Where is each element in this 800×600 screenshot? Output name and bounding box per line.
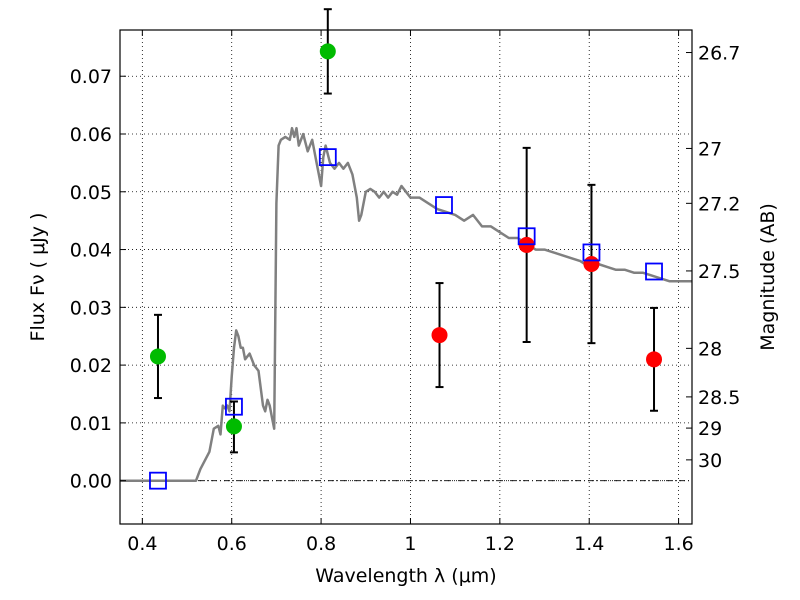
data-point-circle [319, 43, 336, 60]
model-point-square [149, 471, 167, 490]
x-tick-label: 0.6 [217, 533, 247, 555]
y-tick-label: 0.07 [70, 66, 112, 88]
y-tick-label: 0.05 [70, 182, 112, 204]
x-tick-label: 1.6 [663, 533, 693, 555]
y2-tick-label: 27 [698, 138, 722, 160]
model-point-square [645, 262, 663, 281]
y-tick-label: 0.02 [70, 355, 112, 377]
x-axis-label: Wavelength λ (μm) [315, 565, 496, 587]
model-point-square [435, 196, 453, 214]
y2-axis-label: Magnitude (AB) [757, 203, 779, 351]
model-point-square [225, 397, 243, 416]
points-layer [149, 8, 663, 490]
model-point-square [318, 148, 337, 167]
x-tick-label: 1.4 [574, 533, 604, 555]
data-point-circle [646, 351, 663, 368]
y-tick-label: 0.03 [70, 297, 112, 319]
y-tick-label: 0.01 [70, 413, 112, 435]
y2-tick-label: 29 [698, 418, 722, 440]
y2-tick-label: 30 [698, 450, 722, 472]
x-tick-label: 1 [404, 533, 416, 555]
spectrum-line [120, 126, 692, 482]
y-tick-label: 0.00 [70, 471, 112, 493]
data-point-circle [431, 327, 448, 344]
data-point-circle [149, 348, 166, 365]
y-axis-label: Flux Fν ( μJy ) [27, 213, 49, 342]
y-tick-label: 0.04 [70, 240, 112, 262]
x-tick-label: 1.2 [485, 533, 515, 555]
ticks-layer: 0.4 0.6 0.8 1 1.2 1.4 1.6 0.00 0.01 0.02 0.03 0.04 0… [70, 30, 740, 555]
data-point-circle [583, 256, 600, 272]
model-point-square [517, 227, 536, 246]
y2-tick-label: 27.5 [698, 261, 740, 283]
spectrum-layer [120, 126, 692, 482]
x-tick-label: 0.4 [127, 533, 157, 555]
y2-tick-label: 27.2 [698, 193, 740, 215]
y2-tick-label: 28 [698, 338, 722, 360]
y-tick-label: 0.06 [70, 124, 112, 146]
data-point-circle [225, 418, 242, 435]
grid [120, 30, 692, 524]
y2-tick-label: 28.5 [698, 387, 740, 409]
y2-tick-label: 26.7 [698, 43, 740, 65]
model-point-square [582, 243, 601, 262]
plot-frame [119, 29, 693, 525]
x-tick-label: 0.8 [306, 533, 336, 555]
